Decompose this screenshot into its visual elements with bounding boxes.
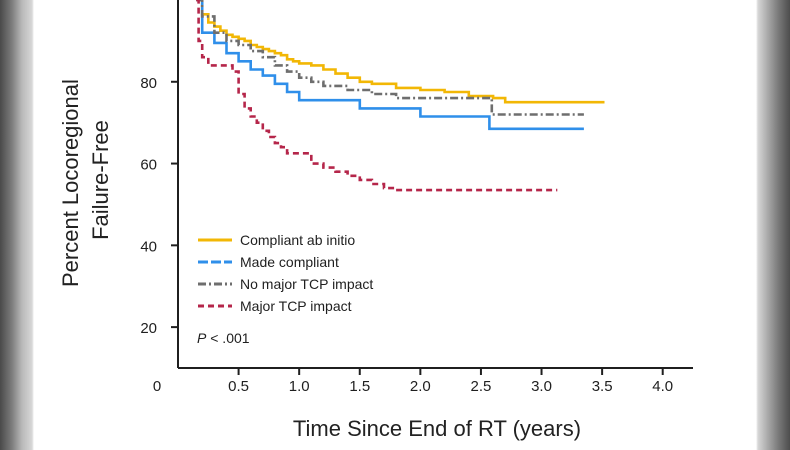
x-tick-label-4.0: 4.0 — [652, 378, 673, 395]
x-axis-title: Time Since End of RT (years) — [293, 416, 581, 441]
y-tick-label-20: 20 — [140, 320, 157, 337]
legend: Compliant ab initio Made compliant No ma… — [198, 232, 373, 314]
origin-label: 0 — [153, 378, 161, 395]
series-line-compliant-ab-initio — [196, 0, 605, 104]
y-axis-title-line-1: Percent Locoregional — [58, 79, 83, 287]
series-line-major-tcp-impact — [196, 0, 558, 192]
x-tick-label-3.5: 3.5 — [592, 378, 613, 395]
series-line-no-major-tcp-impact — [196, 0, 584, 116]
legend-label-made-compliant: Made compliant — [240, 254, 339, 270]
series-layer — [196, 0, 605, 192]
y-tick-label-40: 40 — [140, 238, 157, 255]
legend-label-no-major-tcp-impact: No major TCP impact — [240, 276, 373, 292]
y-axis-title-line-2: Failure-Free — [88, 120, 113, 240]
series-line-made-compliant — [196, 0, 584, 131]
legend-item-made-compliant: Made compliant — [198, 254, 339, 270]
legend-label-compliant-ab-initio: Compliant ab initio — [240, 232, 355, 248]
x-tick-label-0.5: 0.5 — [228, 378, 249, 395]
axes-layer: 20 40 60 80 0.5 1.0 1.5 2.0 2.5 3.0 3.5 4.0 0 — [140, 0, 693, 395]
x-tick-label-1.5: 1.5 — [349, 378, 370, 395]
legend-item-major-tcp-impact: Major TCP impact — [198, 298, 352, 314]
x-tick-label-3.0: 3.0 — [531, 378, 552, 395]
legend-item-no-major-tcp-impact: No major TCP impact — [198, 276, 373, 292]
y-tick-label-80: 80 — [140, 75, 157, 92]
x-tick-label-2.5: 2.5 — [471, 378, 492, 395]
p-value-letter: P — [197, 330, 207, 346]
legend-label-major-tcp-impact: Major TCP impact — [240, 298, 352, 314]
p-value-text: < .001 — [206, 330, 249, 346]
p-value-annotation: P < .001 — [197, 330, 250, 346]
y-axis-title: Percent Locoregional Failure-Free — [58, 73, 113, 287]
legend-item-compliant-ab-initio: Compliant ab initio — [198, 232, 355, 248]
x-tick-label-2.0: 2.0 — [410, 378, 431, 395]
x-tick-label-1.0: 1.0 — [289, 378, 310, 395]
y-tick-label-60: 60 — [140, 157, 157, 174]
chart-paper — [34, 0, 756, 450]
